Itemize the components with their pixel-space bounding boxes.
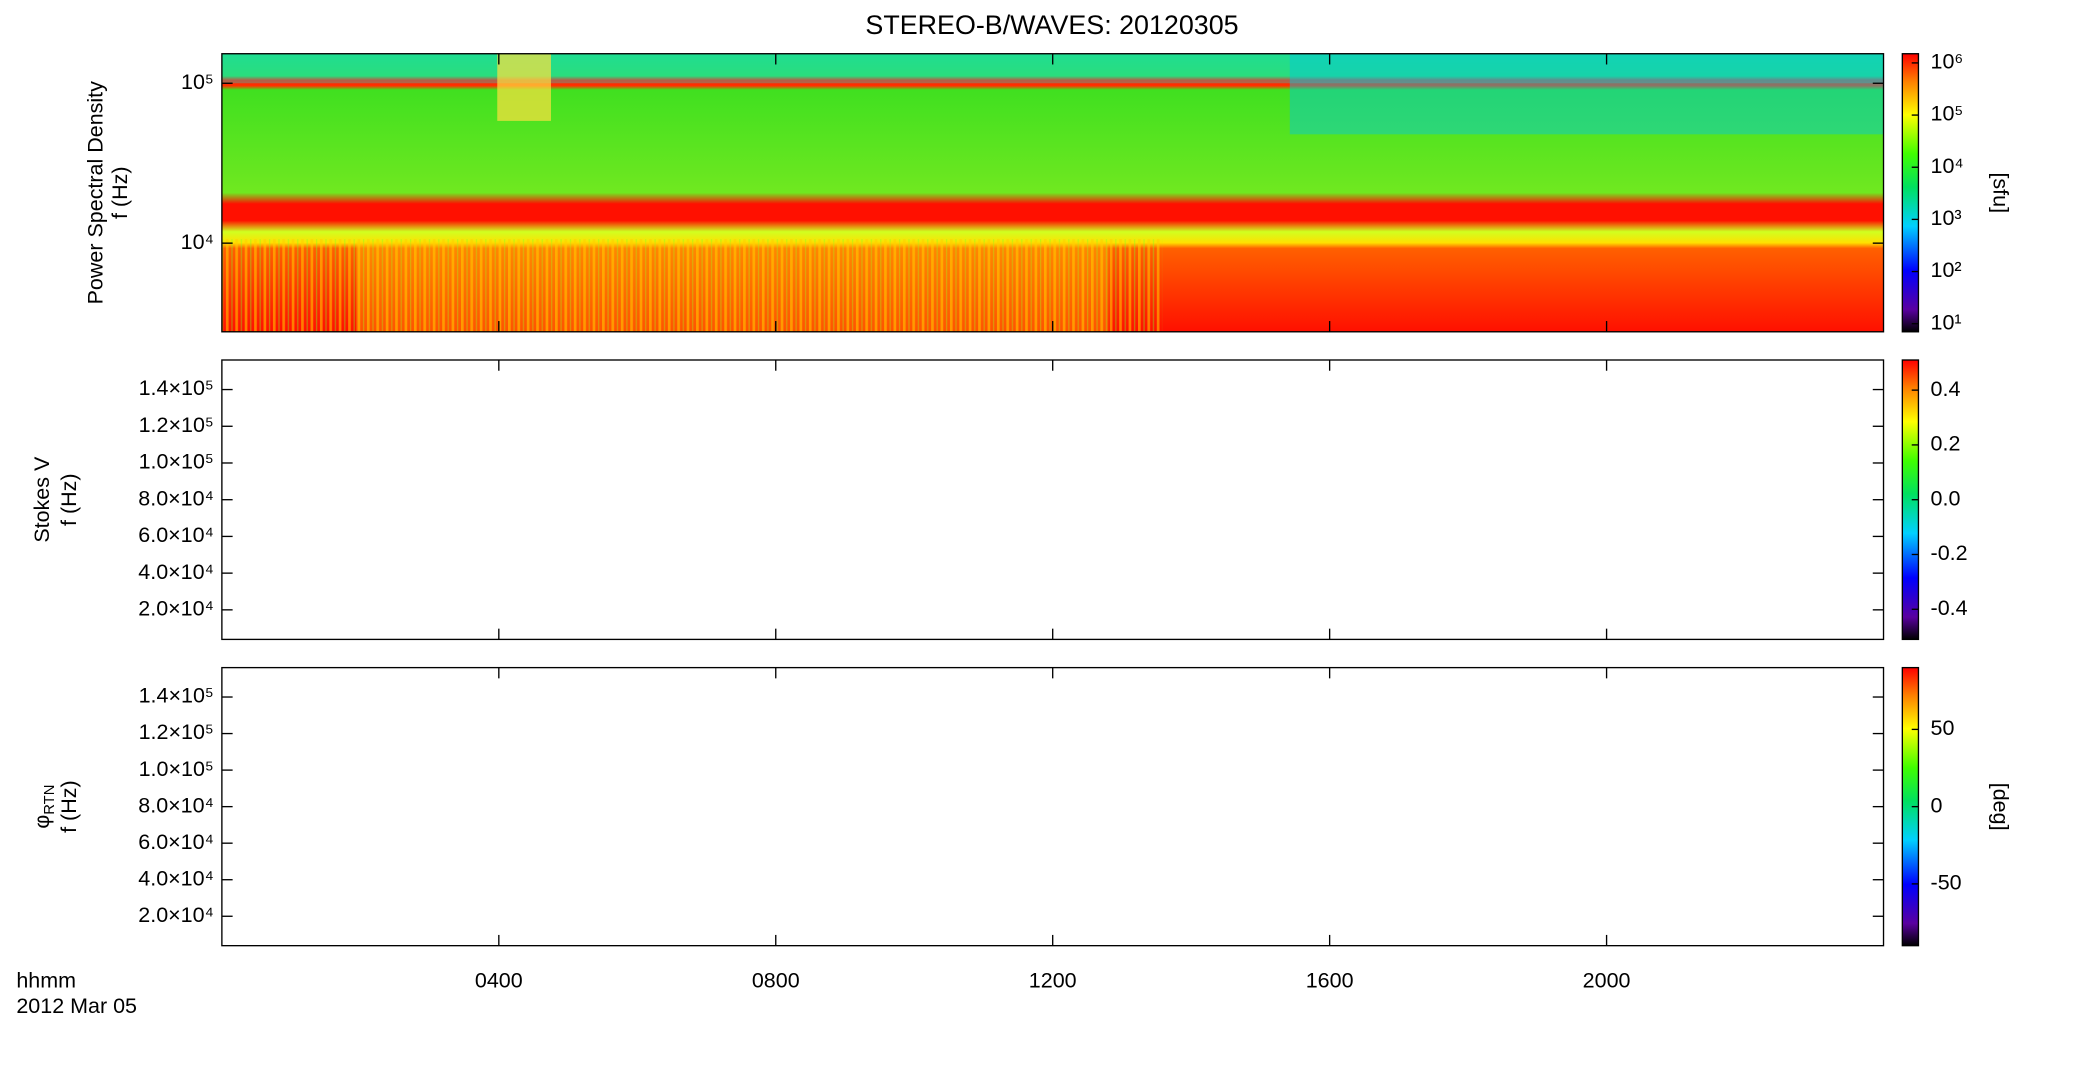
y-tick-label: 1.0×10⁵ <box>139 450 214 474</box>
colorbar-tick-label: 0.0 <box>1931 486 1961 510</box>
colorbar-tick-label: 0.4 <box>1931 377 1961 401</box>
x-tick-label: 2000 <box>1583 969 1631 993</box>
x-axis-label: hhmm <box>16 969 76 993</box>
colorbar-tick-label: 10⁶ <box>1931 50 1964 74</box>
y-tick-label: 8.0×10⁴ <box>138 486 214 510</box>
colorbar-images <box>1902 53 1919 946</box>
colorbar-label: [sfu] <box>1988 172 2012 213</box>
y-tick-label: 4.0×10⁴ <box>138 866 214 890</box>
y-tick-label: 1.4×10⁵ <box>139 684 214 708</box>
spectrogram-image <box>221 53 1884 332</box>
colorbar-tick-label: -50 <box>1931 871 1962 895</box>
y-axis-label: f (Hz) <box>57 473 81 526</box>
y-tick-label: 2.0×10⁴ <box>138 597 214 621</box>
y-axis-label: f (Hz) <box>57 780 81 833</box>
chart-title: STEREO-B/WAVES: 20120305 <box>865 10 1238 40</box>
y-axis-label: Power Spectral Density <box>84 81 108 305</box>
x-tick-label: 0800 <box>752 969 800 993</box>
y-tick-label: 6.0×10⁴ <box>138 830 214 854</box>
colorbar-tick-label: 10⁴ <box>1931 154 1964 178</box>
y-axis-label: Stokes V <box>30 456 54 543</box>
y-tick-label: 10⁵ <box>181 70 214 94</box>
colorbar-tick-label: 0.2 <box>1931 432 1961 456</box>
colorbar-tick-label: 10¹ <box>1931 310 1962 334</box>
x-tick-label: 1600 <box>1306 969 1354 993</box>
y-tick-label: 1.2×10⁵ <box>139 413 214 437</box>
colorbar-tick-label: 50 <box>1931 716 1955 740</box>
colorbar-tick-label: 10⁵ <box>1931 102 1964 126</box>
plot-frame <box>221 666 1885 947</box>
y-tick-label: 1.4×10⁵ <box>139 376 214 400</box>
y-tick-label: 8.0×10⁴ <box>138 793 214 817</box>
colorbar-label: [deg] <box>1988 783 2012 831</box>
colorbar-tick-label: 10² <box>1931 258 1962 282</box>
x-tick-label: 0400 <box>475 969 523 993</box>
y-axis-label-subscript: RTN <box>42 785 58 815</box>
colorbar-tick-label: -0.4 <box>1931 596 1968 620</box>
date-label: 2012 Mar 05 <box>16 994 137 1018</box>
y-axis-label: f (Hz) <box>108 167 132 220</box>
y-tick-label: 10⁴ <box>181 230 214 254</box>
colorbar-tick-label: -0.2 <box>1931 541 1968 565</box>
y-tick-label: 4.0×10⁴ <box>138 560 214 584</box>
x-tick-label: 1200 <box>1029 969 1077 993</box>
y-axis-label: φRTN <box>30 785 58 829</box>
y-tick-label: 1.2×10⁵ <box>139 720 214 744</box>
colorbar-tick-label: 10³ <box>1931 206 1962 230</box>
plot-frame <box>221 359 1885 641</box>
y-tick-label: 6.0×10⁴ <box>138 523 214 547</box>
y-tick-label: 2.0×10⁴ <box>138 903 214 927</box>
colorbar-frame <box>1901 53 1920 333</box>
y-tick-label: 1.0×10⁵ <box>139 757 214 781</box>
colorbar-tick-label: 0 <box>1931 793 1943 817</box>
